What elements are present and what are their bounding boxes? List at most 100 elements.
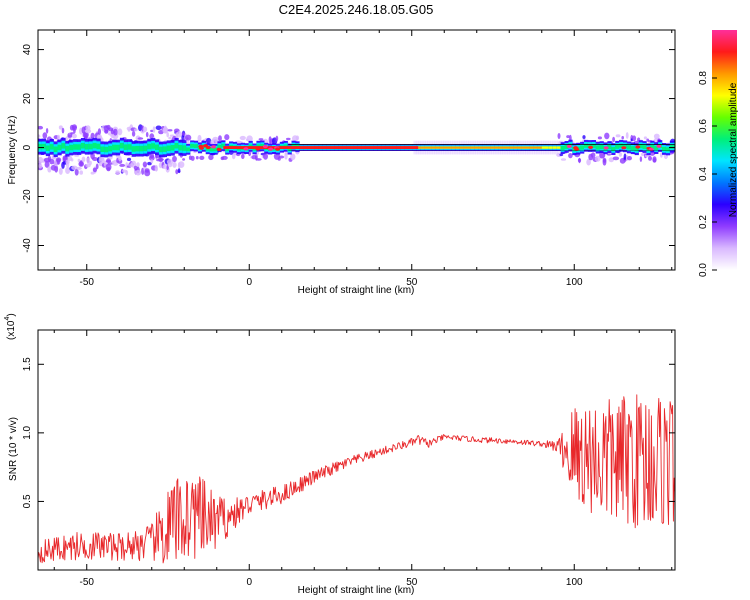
spectrogram-ridge-core [57,144,62,151]
spectrogram-ridge-core [112,144,117,151]
spectrogram-ridge-core [595,145,600,150]
colorbar-tick-label: 0.0 [698,263,709,277]
spectrogram-ridge-core [642,144,647,149]
x-tick-label: -50 [80,277,95,288]
spectrogram-ridge-core [619,143,624,148]
spectrogram-noise-blob [182,132,186,136]
x-tick-label: 50 [406,277,418,288]
snr-multiplier-exp: 4 [4,317,11,321]
spectrogram-noise-blob [172,155,177,163]
spectrogram-ridge-core [221,143,226,148]
colorbar-tick-label: 0.2 [698,215,709,229]
spectrogram-noise-blob [106,167,111,172]
spectrogram-noise-blob [148,155,155,161]
spectrogram-hotspot [268,147,274,151]
spectrogram-noise-blob [90,132,95,139]
spectrogram-noise-blob [147,161,152,166]
spectrogram-noise-blob [42,132,48,139]
spectrogram-noise-blob [195,156,199,160]
spectrogram-ridge-core [166,145,171,151]
spectrogram-hotspot [621,146,627,150]
spectrogram-ridge-core [638,144,643,149]
spectrogram-ridge-core [80,143,86,149]
spectrogram-ridge-core [669,144,674,149]
spectrogram-noise-blob [167,162,173,168]
snr-panel: -50 0 50 100 0.5 1.0 1.5 Height of straight li… [4,313,676,596]
spectrogram-noise-blob [113,128,118,136]
spectrogram-ticks: -50 0 50 100 -40 -20 0 20 40 [22,30,675,288]
spectrogram-ridge-core [591,143,596,148]
spectrogram-ridge-core [634,147,639,152]
spectrogram-ridge-core [260,144,265,148]
spectrogram-ridge-core [607,145,612,150]
spectrogram-noise-blob [560,158,567,161]
spectrogram-hotspot [566,144,572,148]
y-tick-label: -20 [22,189,33,204]
spectrogram-noise-blob [295,135,300,141]
spectrogram-noise-blob [131,131,136,137]
spectrogram-noise-blob [167,129,173,132]
spectrogram-noise-blob [608,157,614,163]
spectrogram-noise-blob [618,152,623,157]
x-tick-label: 100 [566,277,583,288]
spectrogram-noise-blob [57,134,60,140]
spectrogram-noise-blob [197,134,202,142]
spectrogram-noise-blob [38,163,43,169]
snr-multiplier-close: ) [6,313,17,316]
spectrogram-ridge-core [158,146,164,153]
x-tick-label: 0 [246,277,252,288]
spectrogram-noise-blob [648,156,652,161]
spectrogram-noise-blob [239,135,246,141]
spectrogram-noise-blob [91,157,98,161]
spectrogram-noise-blob [70,132,74,135]
spectrogram-noise-blob [604,132,610,140]
spectrogram-noise-blob [38,156,44,164]
spectrogram-hotspot [199,146,204,150]
spectrogram-noise-blob [142,126,148,133]
spectrogram-ylabel: Frequency (Hz) [7,116,18,185]
spectrogram-hotspot [656,144,662,148]
spectrogram-noise-blob [81,156,86,163]
spectrogram-ridge-core [665,147,671,152]
snr-multiplier-base: (x10 [6,320,17,340]
spectrogram-hotspot [216,147,222,151]
spectrogram-noise-blob [77,158,81,163]
spectrogram-noise-blob [134,128,138,132]
spectrogram-ridge-core [69,144,74,151]
spectrogram-ridge-core [88,143,93,150]
spectrogram-hotspot [574,147,580,151]
spectrogram-ridge-core [209,147,214,152]
spectrogram-ridge-peak [223,146,419,149]
spectrogram-ridge-core [178,145,183,151]
snr-xlabel: Height of straight line (km) [298,585,415,596]
spectrogram-ridge-core [584,143,589,148]
spectrogram-noise-blob [177,168,181,174]
spectrogram-noise-blob [73,127,76,134]
colorbar-label: Normalized spectral amplitude [728,82,739,217]
spectrogram-panel: -50 0 50 100 -40 -20 0 20 40 Height of straight … [7,29,676,296]
spectrogram-noise-blob [118,155,122,162]
y-tick-label: -40 [22,238,33,253]
spectrogram-noise-blob [172,161,177,168]
spectrogram-ridge-core [49,144,54,150]
spectrogram-ridge-core [623,144,628,149]
y-tick-label: 0.5 [22,494,33,508]
spectrogram-noise-blob [68,134,72,138]
x-tick-label: 50 [406,577,418,588]
spectrogram-hotspot [255,147,261,151]
spectrogram-noise-blob [594,155,601,162]
spectrogram-ridge-core [38,143,43,150]
spectrogram-hotspot [211,145,216,149]
spectrogram-noise-blob [590,152,596,158]
spectrogram-ridge-core [186,147,191,152]
spectrogram-noise-blob [38,125,43,130]
spectrogram-ridge-core [182,145,187,151]
spectrogram-noise-blob [74,168,79,176]
colorbar: 0.0 0.2 0.4 0.6 0.8 Normalized spectral ampl… [698,30,739,277]
spectrogram-ridge-core [155,144,160,150]
spectrogram-noise-blob [55,157,62,163]
spectrogram-noise-blob [278,155,285,159]
y-tick-label: 1.5 [22,357,33,371]
spectrogram-noise-blob [166,132,169,138]
spectrogram-ridge-core [77,144,82,150]
